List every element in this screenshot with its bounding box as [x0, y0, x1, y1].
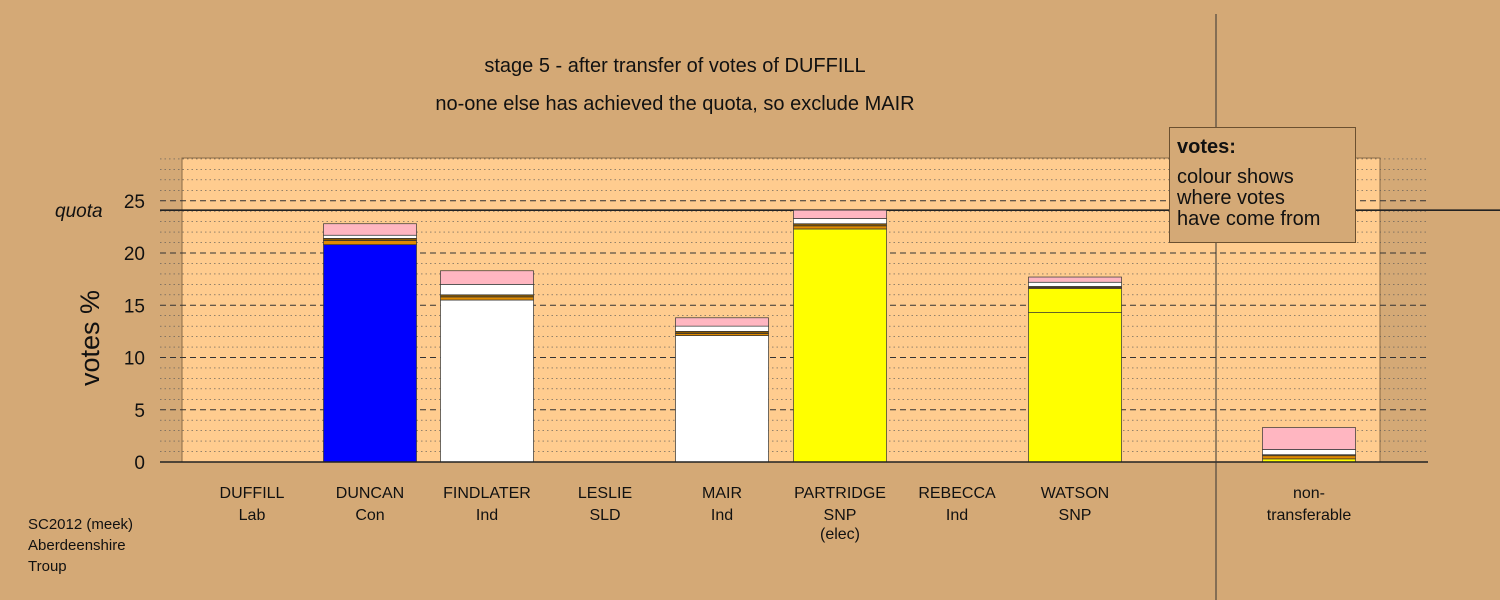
- candidate-name: DUFFILL: [220, 485, 285, 502]
- bar-segment: [675, 317, 769, 327]
- bar-segment: [323, 223, 417, 236]
- candidate-name: MAIR: [702, 485, 742, 502]
- bar-segment: [675, 325, 769, 332]
- candidate-name: non-: [1293, 485, 1325, 502]
- bar-segment: [323, 234, 417, 239]
- candidate-name: DUNCAN: [336, 485, 404, 502]
- legend-heading: votes:: [1177, 136, 1236, 158]
- candidate-party: Ind: [476, 507, 498, 524]
- bar-segment: [440, 299, 534, 463]
- candidate-note: (elec): [820, 526, 860, 543]
- chart-title: stage 5 - after transfer of votes of DUF…: [484, 55, 866, 77]
- candidate-name: PARTRIDGE: [794, 485, 886, 502]
- y-tick-label: 20: [124, 244, 145, 265]
- candidate-party: SNP: [824, 507, 857, 524]
- candidate-party: Ind: [946, 507, 968, 524]
- y-axis-label: votes %: [75, 290, 105, 386]
- bar-segment: [793, 209, 887, 219]
- bar-segment: [323, 244, 417, 463]
- bar-segment: [1028, 281, 1122, 287]
- candidate-name: FINDLATER: [443, 485, 531, 502]
- candidate-party: SNP: [1059, 507, 1092, 524]
- footer-line: Troup: [28, 558, 67, 575]
- candidate-name: LESLIE: [578, 485, 632, 502]
- bar-segment: [1262, 455, 1356, 460]
- y-tick-label: 0: [134, 453, 145, 474]
- candidate-name: WATSON: [1041, 485, 1109, 502]
- bar-segment: [1262, 427, 1356, 450]
- bar-segment: [1028, 288, 1122, 313]
- bar-segment: [440, 270, 534, 285]
- quota-label: quota: [55, 201, 103, 222]
- legend-box: votes: colour shows where votes have com…: [1169, 127, 1356, 243]
- bar-segment: [323, 240, 417, 245]
- bar-segment: [793, 225, 887, 230]
- candidate-party: Con: [355, 507, 384, 524]
- legend-line: colour shows: [1177, 166, 1294, 188]
- legend-line: have come from: [1177, 208, 1321, 230]
- legend-line: where votes: [1177, 187, 1285, 209]
- y-tick-label: 5: [134, 401, 145, 422]
- y-tick-label: 15: [124, 296, 145, 317]
- bar-segment: [675, 335, 769, 463]
- chart-subtitle: no-one else has achieved the quota, so e…: [435, 93, 915, 115]
- bar-segment: [440, 296, 534, 301]
- y-tick-label: 25: [124, 192, 145, 213]
- candidate-party: transferable: [1267, 507, 1352, 524]
- candidate-party: Lab: [239, 507, 266, 524]
- candidate-party: Ind: [711, 507, 733, 524]
- footer-line: Aberdeenshire: [28, 537, 126, 554]
- bar-segment: [440, 284, 534, 296]
- bar-segment: [1028, 312, 1122, 463]
- y-tick-label: 10: [124, 349, 145, 370]
- bar-segment: [793, 228, 887, 463]
- footer-line: SC2012 (meek): [28, 516, 134, 533]
- bar-segment: [793, 218, 887, 225]
- bar-segment: [1262, 449, 1356, 456]
- candidate-party: SLD: [589, 507, 620, 524]
- candidate-name: REBECCA: [918, 485, 996, 502]
- bar-segment: [1028, 276, 1122, 283]
